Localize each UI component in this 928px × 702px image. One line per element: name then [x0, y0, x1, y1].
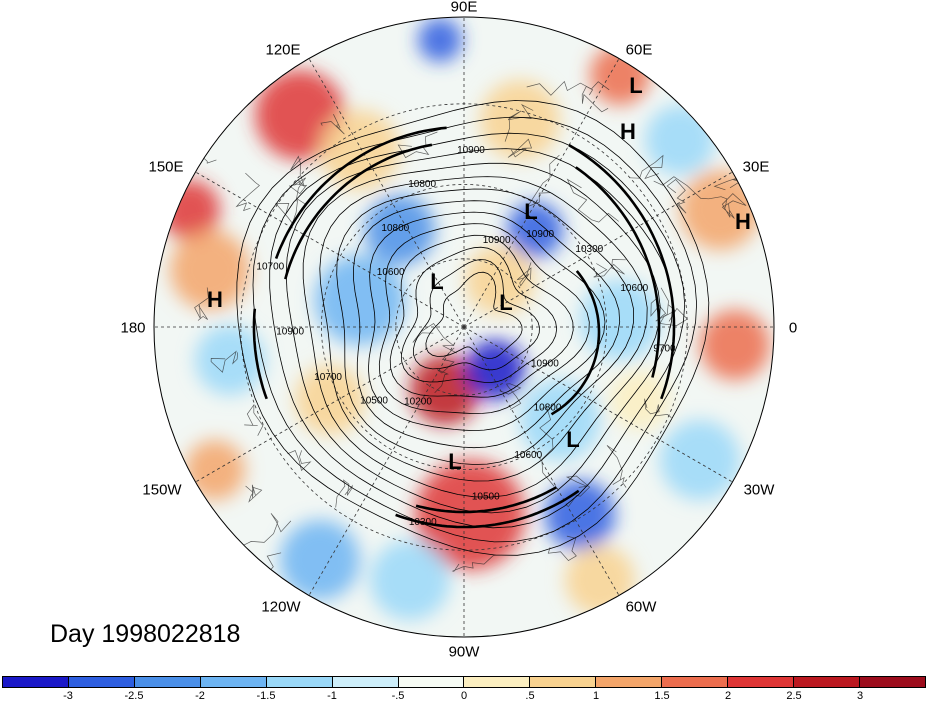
- colorbar-tick-label: -.5: [391, 690, 405, 702]
- contour-label: 9700: [653, 344, 676, 355]
- colorbar-swatch: [728, 677, 795, 687]
- colorbar-swatch: [266, 677, 333, 687]
- anomaly-field: 10900 10900 10300 10600 9700 10900 10800 10600 1…: [154, 17, 774, 637]
- height-contours: [236, 100, 710, 556]
- contour-label: 10500: [472, 492, 500, 503]
- longitude-label: 90E: [450, 0, 478, 16]
- low-pressure-marker: L: [448, 449, 462, 474]
- colorbar-tick-label: .5: [525, 690, 535, 702]
- high-pressure-marker: H: [207, 287, 223, 312]
- contour-label: 10900: [457, 145, 485, 156]
- colorbar-swatch: [859, 677, 925, 687]
- contour-label: 10500: [360, 395, 388, 406]
- contour-label: 10800: [534, 402, 562, 413]
- colorbar-swatch: [662, 677, 729, 687]
- longitude-label: 90W: [448, 643, 480, 661]
- longitude-label: 60W: [625, 598, 657, 616]
- longitude-label: 30E: [742, 158, 770, 176]
- contour-label: 10600: [377, 267, 405, 278]
- colorbar-swatch: [530, 677, 597, 687]
- contour-label: 10700: [256, 262, 284, 273]
- lat-lon-grid: [154, 17, 774, 637]
- contour-label: 10200: [404, 396, 432, 407]
- contour-label: 10700: [314, 372, 342, 383]
- longitude-label: 120E: [265, 41, 301, 59]
- high-pressure-marker: H: [735, 209, 751, 234]
- contour-label: 10300: [409, 517, 437, 528]
- colorbar-tick-label: -3: [63, 690, 73, 702]
- contour-label: 10300: [575, 244, 603, 255]
- contour-label: 10600: [620, 283, 648, 294]
- contour-label: 10900: [526, 229, 554, 240]
- colorbar-swatch: [464, 677, 531, 687]
- low-pressure-marker: L: [430, 269, 444, 294]
- colorbar-swatch: [3, 677, 69, 687]
- jet-contours: [252, 126, 676, 529]
- contour-label: 10800: [408, 179, 436, 190]
- colorbar-swatch: [398, 677, 465, 687]
- colorbar-swatch: [68, 677, 135, 687]
- longitude-label: 60E: [625, 41, 653, 59]
- colorbar-tick-label: 2.5: [786, 690, 802, 702]
- colorbar-swatch: [794, 677, 860, 687]
- high-pressure-marker: H: [620, 119, 636, 144]
- colorbar-tick-label: 3: [856, 690, 864, 702]
- contour-label: 10900: [531, 358, 559, 369]
- colorbar-swatch: [332, 677, 399, 687]
- contour-label: 10900: [276, 326, 304, 337]
- low-pressure-marker: L: [629, 73, 643, 98]
- colorbar-swatch: [596, 677, 663, 687]
- colorbar-tick-label: 1.5: [654, 690, 670, 702]
- contour-label: 10900: [483, 235, 511, 246]
- low-pressure-marker: L: [524, 199, 538, 224]
- longitude-label: 180: [120, 319, 146, 337]
- longitude-label: 30W: [743, 481, 775, 499]
- contour-label: 10600: [514, 450, 542, 461]
- contour-label: 10800: [381, 223, 409, 234]
- colorbar-tick-label: -1: [327, 690, 337, 702]
- longitude-label: 0: [788, 319, 798, 337]
- colorbar-swatch: [200, 677, 267, 687]
- low-pressure-marker: L: [566, 427, 580, 452]
- colorbar-tick-label: -1.5: [256, 690, 276, 702]
- low-pressure-marker: L: [499, 290, 513, 315]
- colorbar-tick-label: 2: [724, 690, 732, 702]
- colorbar-tick-label: 1: [592, 690, 600, 702]
- figure-title: Day 1998022818: [50, 620, 241, 648]
- colorbar-tick-label: -2.5: [124, 690, 144, 702]
- longitude-label: 150W: [142, 481, 182, 499]
- longitude-label: 150E: [148, 158, 184, 176]
- map-boundary: [153, 16, 775, 638]
- colorbar: [2, 676, 926, 688]
- longitude-label: 120W: [261, 598, 301, 616]
- colorbar-swatch: [134, 677, 201, 687]
- colorbar-tick-label: 0: [460, 690, 468, 702]
- colorbar-tick-label: -2: [195, 690, 205, 702]
